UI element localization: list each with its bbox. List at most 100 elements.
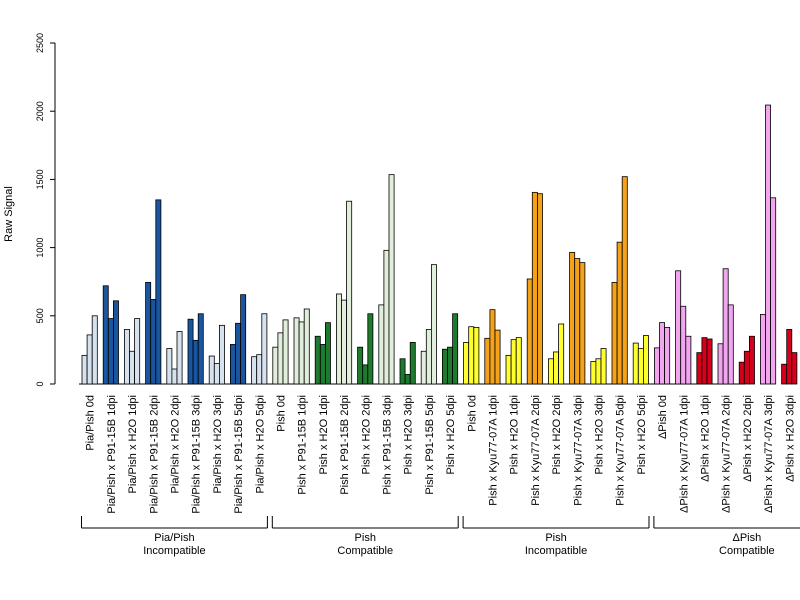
bar — [510, 339, 517, 385]
bar — [537, 193, 543, 385]
y-tick-label: 500 — [35, 308, 45, 323]
bar — [489, 309, 496, 385]
bar — [81, 354, 88, 385]
y-tick-label: 0 — [35, 381, 45, 386]
bar — [569, 251, 576, 385]
x-tick-label: Pish x Kyu77-07A 5dpi — [615, 395, 627, 506]
bar — [124, 329, 130, 385]
bar — [473, 326, 480, 385]
bar — [420, 350, 427, 385]
bar — [727, 304, 734, 385]
x-axis-labels: Pia/Pish 0d Pia/Pish x P91-15B 1dpi Pia/Pi… — [85, 395, 797, 514]
bar — [303, 308, 310, 385]
bar — [765, 104, 771, 385]
bar — [494, 329, 501, 385]
bar — [218, 324, 225, 385]
x-tick-label: Pish x P91-15B 2dpi — [339, 395, 351, 495]
bar — [261, 313, 268, 385]
bar — [319, 344, 326, 385]
bar — [637, 348, 644, 385]
x-tick-label: Pia/Pish x P91-15B 5dpi — [233, 395, 245, 514]
bar — [574, 258, 581, 385]
bar — [166, 348, 173, 385]
x-tick-label: Pia/Pish x P91-15B 2dpi — [148, 395, 160, 514]
group-label-line1: Pish — [545, 532, 566, 544]
x-tick-label: Pia/Pish 0d — [85, 395, 97, 451]
x-tick-label: ΔPish x H2O 3dpi — [784, 395, 796, 482]
x-tick-label: Pish x P91-15B 3dpi — [381, 395, 393, 495]
bar — [548, 358, 554, 385]
bar — [91, 315, 98, 385]
bar — [441, 348, 448, 385]
x-tick-label: Pish x Kyu77-07A 1dpi — [487, 395, 499, 506]
bar — [388, 174, 395, 385]
bar — [468, 326, 475, 385]
y-axis: 0 500 1000 1500 2000 2500 — [35, 33, 56, 387]
bar — [600, 348, 607, 385]
bar — [738, 361, 745, 385]
bar — [447, 346, 453, 385]
bar — [324, 322, 331, 385]
bar — [362, 364, 369, 385]
bar — [590, 361, 597, 385]
bar — [229, 344, 236, 385]
bar — [430, 264, 437, 385]
group-label-line1: Pish — [355, 532, 376, 544]
bar — [335, 293, 342, 385]
group-label-line1: Pia/Pish — [154, 532, 194, 544]
bar — [579, 262, 586, 385]
x-tick-label: Pish x H2O 1dpi — [318, 395, 330, 474]
bar — [654, 347, 660, 385]
x-tick-label: Pish x P91-15B 5dpi — [424, 395, 436, 495]
bar — [293, 317, 300, 385]
bar — [272, 346, 279, 385]
bar — [367, 313, 374, 385]
x-tick-label: ΔPish x Kyu77-07A 2dpi — [721, 395, 733, 513]
y-tick-label: 1500 — [35, 169, 45, 189]
group-brackets: Pia/PishIncompatiblePishCompatiblePishIn… — [81, 516, 800, 557]
bar — [383, 249, 390, 385]
x-tick-label: ΔPish x H2O 2dpi — [742, 395, 754, 482]
bar — [659, 322, 665, 385]
bar — [176, 331, 183, 385]
x-tick-label: Pia/Pish x P91-15B 3dpi — [191, 395, 203, 514]
bar — [404, 374, 411, 385]
x-tick-label: Pish 0d — [275, 395, 287, 432]
bar — [531, 191, 538, 385]
y-tick-label: 1000 — [35, 238, 45, 258]
x-tick-label: Pia/Pish x H2O 2dpi — [169, 395, 181, 493]
x-tick-label: Pish x Kyu77-07A 3dpi — [572, 395, 584, 506]
bar — [314, 335, 321, 385]
bar — [113, 300, 119, 385]
bar — [515, 337, 522, 385]
bar — [134, 318, 141, 385]
y-axis-title: Raw Signal — [3, 186, 15, 242]
bar — [208, 355, 215, 385]
bar — [632, 342, 639, 385]
bar — [452, 313, 459, 385]
bar — [213, 363, 220, 385]
x-tick-label: Pish 0d — [466, 395, 478, 432]
bar — [409, 341, 416, 385]
bar — [611, 281, 618, 385]
bar — [685, 335, 692, 385]
x-tick-label: Pish x H2O 1dpi — [509, 395, 521, 474]
bar — [192, 339, 199, 385]
bar — [399, 358, 406, 385]
bar — [378, 304, 385, 385]
bar — [150, 299, 157, 385]
group-label-line2: Compatible — [719, 545, 775, 557]
x-tick-label: Pish x H2O 3dpi — [593, 395, 605, 474]
bar — [706, 338, 713, 385]
bar — [749, 335, 755, 385]
x-tick-label: ΔPish x Kyu77-07A 1dpi — [678, 395, 690, 513]
group-label-line1: ΔPish — [732, 532, 761, 544]
x-tick-label: Pia/Pish x H2O 5dpi — [254, 395, 266, 493]
bar — [282, 319, 289, 385]
bar — [643, 335, 649, 385]
bar — [722, 268, 729, 385]
y-tick-label: 2500 — [35, 33, 45, 53]
bar — [553, 351, 559, 385]
bar — [341, 299, 347, 385]
x-tick-label: ΔPish 0d — [657, 395, 669, 439]
